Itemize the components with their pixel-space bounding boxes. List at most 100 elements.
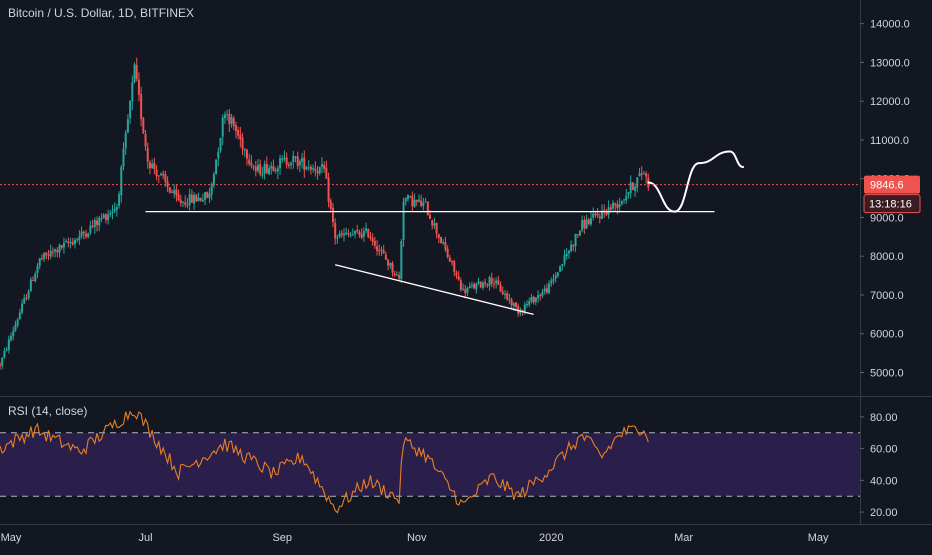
candle-body: [349, 234, 352, 236]
candle-down: [382, 244, 385, 254]
time-tick-label: May: [808, 532, 829, 544]
candle-body: [506, 293, 509, 300]
candle-body: [440, 237, 443, 244]
candle-up: [12, 326, 15, 341]
candle-body: [614, 203, 617, 206]
candle-up: [320, 157, 323, 174]
candle-down: [356, 224, 359, 234]
candle-body: [559, 266, 562, 272]
candle-up: [58, 243, 61, 258]
candle-up: [556, 271, 559, 278]
candle-down: [237, 126, 240, 140]
candle-body: [574, 233, 577, 247]
candle-body: [261, 174, 264, 176]
candle-down: [0, 362, 1, 370]
candle-down: [457, 271, 460, 281]
candle-body: [96, 220, 99, 225]
candle-down: [583, 216, 586, 235]
candle-body: [43, 253, 46, 259]
candle-body: [234, 125, 237, 132]
candle-body: [18, 312, 21, 319]
candle-body: [395, 274, 398, 276]
candle-body: [534, 297, 537, 302]
candle-down: [245, 148, 248, 166]
candle-down: [323, 161, 326, 173]
trend-line[interactable]: [335, 264, 534, 315]
drawings-layer[interactable]: [145, 150, 745, 315]
candle-down: [259, 159, 262, 177]
candle-body: [23, 297, 26, 304]
candle-down: [508, 293, 511, 304]
candle-body: [636, 177, 639, 188]
candle-down: [190, 189, 193, 204]
candle-down: [168, 186, 171, 194]
candle-up: [219, 137, 222, 153]
candle-down: [82, 230, 85, 240]
candle-down: [440, 236, 443, 244]
candle-down: [479, 281, 482, 289]
candle-body: [144, 133, 147, 147]
candle-down: [135, 57, 138, 82]
candle-body: [45, 252, 48, 256]
candle-body: [292, 155, 295, 162]
candle-body: [268, 168, 271, 175]
candle-up: [620, 200, 623, 206]
candle-up: [279, 154, 282, 175]
candle-body: [113, 208, 116, 212]
candle-up: [243, 148, 246, 157]
projection-path[interactable]: [647, 150, 745, 213]
candle-up: [389, 262, 392, 269]
candle-body: [131, 82, 134, 102]
candle-up: [109, 209, 112, 218]
candle-up: [62, 237, 65, 254]
candle-body: [515, 302, 517, 307]
candle-body: [188, 194, 191, 205]
candle-down: [32, 276, 35, 281]
candle-body: [627, 192, 630, 195]
candle-down: [572, 243, 575, 252]
candle-body: [7, 339, 10, 350]
price-tick-label: 5000.0: [870, 367, 904, 379]
candle-down: [420, 194, 423, 208]
price-tick-label: 9000.0: [870, 212, 904, 224]
last-price-badge: [864, 175, 920, 194]
candle-down: [56, 247, 59, 258]
candle-down: [369, 231, 372, 241]
candle-down: [285, 152, 288, 169]
candle-down: [486, 283, 489, 288]
candle-body: [596, 213, 599, 216]
candle-body: [464, 289, 467, 294]
candle-body: [257, 164, 259, 171]
candle-down: [473, 282, 476, 290]
candle-body: [36, 266, 39, 274]
candle-body: [120, 167, 123, 196]
rsi-tick-label: 20.00: [870, 507, 898, 519]
candle-down: [455, 270, 458, 280]
candle-body: [327, 177, 330, 202]
candle-up: [69, 237, 72, 249]
candle-up: [16, 317, 19, 328]
candle-body: [362, 230, 365, 237]
candle-body: [109, 212, 112, 215]
candle-up: [362, 227, 365, 242]
candle-body: [21, 303, 24, 313]
candle-up: [221, 114, 224, 146]
candle-body: [219, 137, 222, 151]
candle-up: [173, 184, 176, 199]
candle-up: [182, 201, 185, 208]
candle-body: [376, 246, 379, 251]
candle-up: [226, 109, 229, 121]
candle-body: [473, 284, 476, 289]
candle-up: [21, 299, 24, 315]
candle-body: [387, 259, 390, 266]
candle-down: [296, 151, 299, 170]
candle-body: [415, 199, 418, 202]
candle-body: [492, 283, 495, 285]
candle-up: [73, 237, 76, 249]
candle-body: [301, 158, 304, 162]
candle-body: [307, 167, 310, 169]
candle-body: [312, 168, 315, 170]
candle-down: [640, 166, 643, 181]
